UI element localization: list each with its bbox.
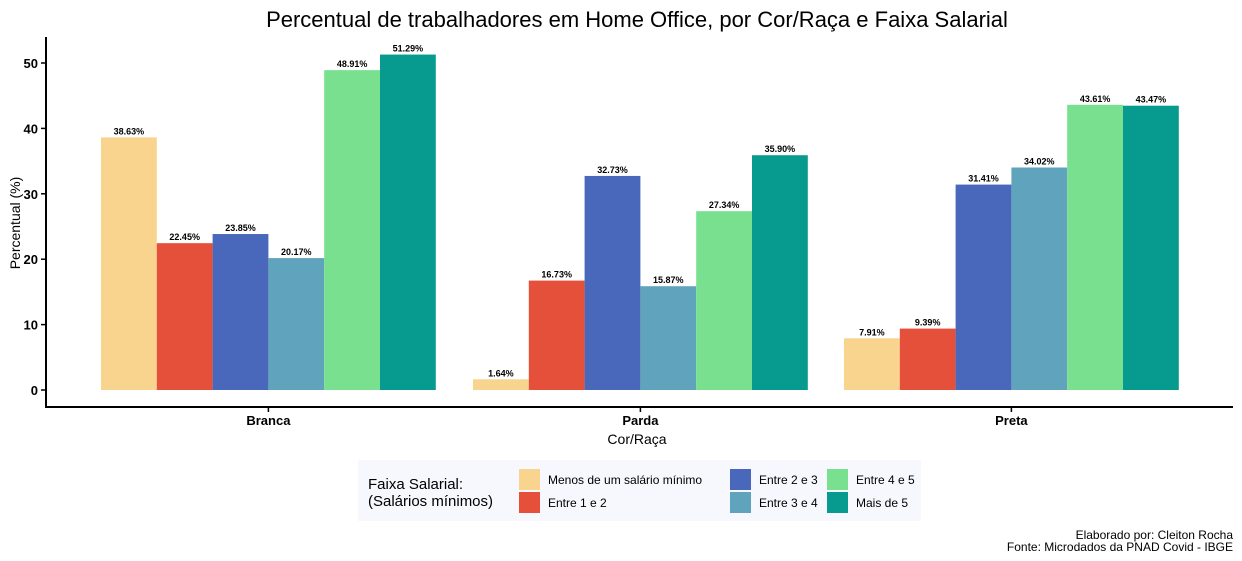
bar-preta-entre-4-e-5 bbox=[1067, 104, 1123, 391]
x-tick-label-branca: Branca bbox=[246, 413, 291, 428]
legend-label-entre-1-e-2: Entre 1 e 2 bbox=[548, 496, 607, 510]
bar-label-preta-entre-2-e-3: 31.41% bbox=[968, 174, 999, 184]
bar-label-parda-entre-2-e-3: 32.73% bbox=[597, 165, 628, 175]
bar-branca-entre-3-e-4 bbox=[268, 258, 325, 390]
bar-label-branca-entre-4-e-5: 48.91% bbox=[337, 59, 368, 69]
y-tick-label-40: 40 bbox=[24, 121, 38, 136]
bar-branca-entre-4-e-5 bbox=[324, 70, 380, 390]
bar-label-branca-entre-2-e-3: 23.85% bbox=[225, 223, 256, 233]
legend: Faixa Salarial: (Salários mínimos) Menos… bbox=[358, 460, 921, 521]
x-tick-label-parda: Parda bbox=[622, 413, 659, 428]
y-tick-label-30: 30 bbox=[24, 187, 38, 202]
legend-label-entre-4-e-5: Entre 4 e 5 bbox=[856, 473, 915, 487]
legend-swatch-entre-2-e-3 bbox=[730, 469, 751, 490]
x-axis-title: Cor/Raça bbox=[607, 431, 666, 447]
bar-parda-entre-4-e-5 bbox=[696, 211, 752, 390]
bar-label-parda-mais-de-5: 35.90% bbox=[765, 144, 796, 154]
y-tick-label-50: 50 bbox=[24, 56, 38, 71]
legend-label-entre-3-e-4: Entre 3 e 4 bbox=[759, 496, 818, 510]
legend-title-line2: (Salários mínimos) bbox=[368, 493, 493, 510]
legend-label-entre-2-e-3: Entre 2 e 3 bbox=[759, 473, 818, 487]
chart-title: Percentual de trabalhadores em Home Offi… bbox=[266, 7, 1008, 32]
bar-parda-entre-2-e-3 bbox=[584, 175, 641, 390]
bar-label-preta-entre-3-e-4: 34.02% bbox=[1024, 157, 1055, 167]
bar-parda-mais-de-5 bbox=[752, 155, 808, 390]
y-tick-label-20: 20 bbox=[24, 252, 38, 267]
legend-items: Menos de um salário mínimo Entre 1 e 2 Ent… bbox=[519, 469, 915, 513]
bar-preta-entre-2-e-3 bbox=[955, 184, 1012, 390]
bar-label-branca-entre-3-e-4: 20.17% bbox=[281, 247, 312, 257]
legend-label-menos-de-um-salario-minimo: Menos de um salário mínimo bbox=[548, 473, 702, 487]
legend-swatch-menos-de-um-salario-minimo bbox=[519, 469, 540, 490]
bar-label-preta-menos-de-um-salario-minimo: 7.91% bbox=[859, 327, 885, 337]
caption-source: Fonte: Microdados da PNAD Covid - IBGE bbox=[1007, 540, 1233, 554]
bars-group bbox=[101, 54, 1179, 391]
bar-label-branca-menos-de-um-salario-minimo: 38.63% bbox=[114, 126, 145, 136]
legend-swatch-entre-4-e-5 bbox=[827, 469, 848, 490]
bar-label-branca-mais-de-5: 51.29% bbox=[393, 44, 424, 54]
bar-branca-menos-de-um-salario-minimo bbox=[101, 137, 157, 390]
bar-label-parda-entre-4-e-5: 27.34% bbox=[709, 200, 740, 210]
bar-label-parda-entre-1-e-2: 16.73% bbox=[541, 270, 572, 280]
bar-branca-entre-1-e-2 bbox=[156, 243, 213, 390]
bar-branca-entre-2-e-3 bbox=[212, 234, 269, 390]
legend-title-line1: Faixa Salarial: bbox=[368, 476, 463, 493]
bar-preta-menos-de-um-salario-minimo bbox=[844, 338, 900, 390]
x-axis: Branca Parda Preta bbox=[45, 406, 1233, 428]
legend-swatch-entre-1-e-2 bbox=[519, 492, 540, 513]
x-tick-label-preta: Preta bbox=[995, 413, 1028, 428]
y-axis-title: Percentual (%) bbox=[7, 177, 23, 270]
bar-label-preta-entre-4-e-5: 43.61% bbox=[1080, 94, 1111, 104]
bar-label-parda-entre-3-e-4: 15.87% bbox=[653, 275, 684, 285]
bar-parda-entre-3-e-4 bbox=[640, 286, 697, 390]
y-tick-label-10: 10 bbox=[24, 318, 38, 333]
legend-label-mais-de-5: Mais de 5 bbox=[856, 496, 908, 510]
bar-preta-entre-1-e-2 bbox=[899, 328, 956, 390]
bar-preta-mais-de-5 bbox=[1123, 105, 1179, 390]
bar-parda-menos-de-um-salario-minimo bbox=[473, 379, 529, 390]
y-tick-label-0: 0 bbox=[31, 383, 38, 398]
bar-labels-group: 38.63% 1.64% 7.91% 22.45% 16.73% 9.39% 23.85% 3… bbox=[114, 44, 1167, 379]
caption-author: Elaborado por: Cleiton Rocha bbox=[1076, 528, 1234, 542]
bar-label-preta-mais-de-5: 43.47% bbox=[1136, 95, 1167, 105]
legend-swatch-mais-de-5 bbox=[827, 492, 848, 513]
bar-branca-mais-de-5 bbox=[380, 54, 436, 390]
legend-swatch-entre-3-e-4 bbox=[730, 492, 751, 513]
bar-label-parda-menos-de-um-salario-minimo: 1.64% bbox=[488, 368, 514, 378]
bar-label-branca-entre-1-e-2: 22.45% bbox=[169, 232, 200, 242]
bar-label-preta-entre-1-e-2: 9.39% bbox=[915, 318, 941, 328]
bar-parda-entre-1-e-2 bbox=[528, 280, 585, 390]
y-axis: 0 10 20 30 40 50 bbox=[24, 37, 47, 407]
bar-preta-entre-3-e-4 bbox=[1011, 167, 1068, 390]
